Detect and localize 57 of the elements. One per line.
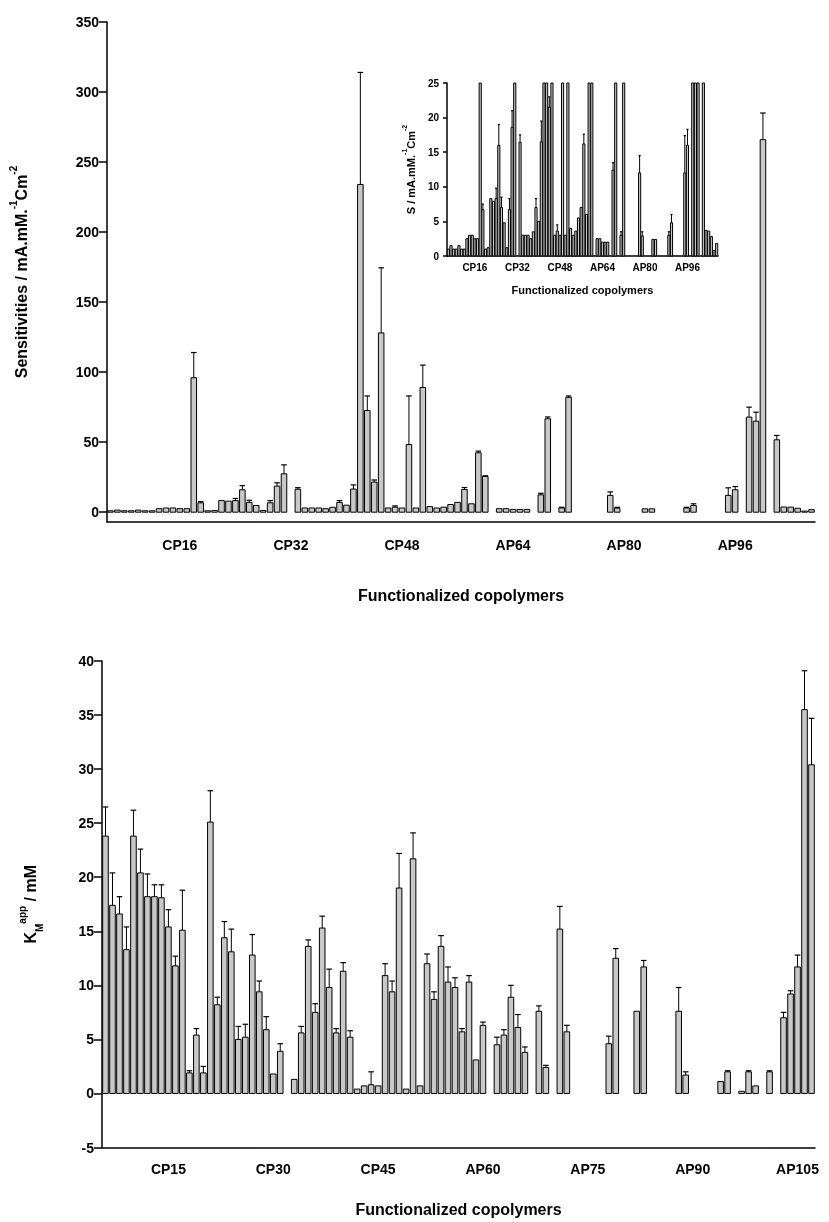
- x-axis-title: Functionalized copolymers: [511, 283, 654, 296]
- y-tick-label: 0: [86, 1085, 95, 1102]
- x-axis-title: Functionalized copolymers: [355, 1200, 562, 1218]
- y-tick-label: 150: [75, 294, 100, 311]
- bar: [478, 82, 482, 257]
- y-tick-label: 5: [433, 215, 440, 227]
- y-tick-label: 35: [78, 707, 95, 724]
- y-tick-label: 20: [78, 869, 95, 886]
- y-tick-label: 20: [427, 112, 440, 124]
- x-tick-label: CP16: [162, 537, 198, 553]
- y-tick-label: 10: [427, 181, 440, 193]
- y-tick-label: 200: [75, 224, 100, 241]
- bar: [566, 82, 570, 257]
- x-axis-title: Functionalized copolymers: [357, 587, 565, 604]
- x-tick-label: CP16: [462, 261, 488, 273]
- x-tick-label: CP45: [360, 1160, 396, 1177]
- bar: [465, 238, 469, 257]
- x-tick-label: AP105: [776, 1160, 820, 1177]
- y-tick-label: -5: [81, 1139, 95, 1156]
- y-tick-label: 5: [86, 1031, 95, 1048]
- bar: [707, 230, 711, 257]
- x-tick-label: CP48: [547, 261, 573, 273]
- bar: [542, 82, 546, 257]
- x-tick-label: AP90: [675, 1160, 711, 1177]
- x-tick-label: AP80: [632, 261, 658, 273]
- x-tick-label: CP15: [150, 1160, 187, 1177]
- x-tick-label: CP30: [255, 1160, 291, 1177]
- y-axis-title: Sensitivities / mA.mM.-1Cm-2: [7, 165, 30, 379]
- y-tick-label: 40: [78, 653, 95, 669]
- x-tick-label: CP48: [384, 537, 420, 553]
- y-tick-label: 30: [78, 761, 95, 778]
- y-tick-label: 15: [78, 923, 95, 940]
- y-axis-title: KMapp / mM: [16, 864, 45, 944]
- bar: [766, 1071, 773, 1094]
- x-tick-label: AP64: [589, 261, 616, 273]
- y-tick-label: 25: [78, 815, 95, 832]
- x-tick-label: CP32: [504, 261, 531, 273]
- x-tick-label: AP80: [606, 537, 642, 553]
- y-tick-label: 0: [433, 250, 440, 262]
- x-tick-label: AP64: [495, 537, 531, 553]
- bar: [545, 82, 549, 257]
- y-tick-label: 300: [75, 84, 100, 101]
- x-tick-label: AP60: [465, 1160, 501, 1177]
- y-tick-label: 250: [75, 154, 100, 171]
- x-tick-label: AP96: [674, 261, 701, 273]
- y-tick-label: 50: [83, 434, 100, 451]
- y-tick-label: 15: [427, 146, 440, 158]
- y-tick-label: 350: [75, 14, 100, 30]
- x-tick-label: AP96: [717, 537, 753, 553]
- bar: [550, 82, 554, 257]
- y-tick-label: 100: [75, 364, 100, 381]
- x-tick-label: AP75: [570, 1160, 606, 1177]
- y-tick-label: 0: [91, 504, 100, 521]
- bar: [561, 82, 565, 257]
- x-tick-label: CP32: [273, 537, 309, 553]
- y-tick-label: 10: [78, 977, 95, 994]
- y-tick-label: 25: [427, 77, 440, 89]
